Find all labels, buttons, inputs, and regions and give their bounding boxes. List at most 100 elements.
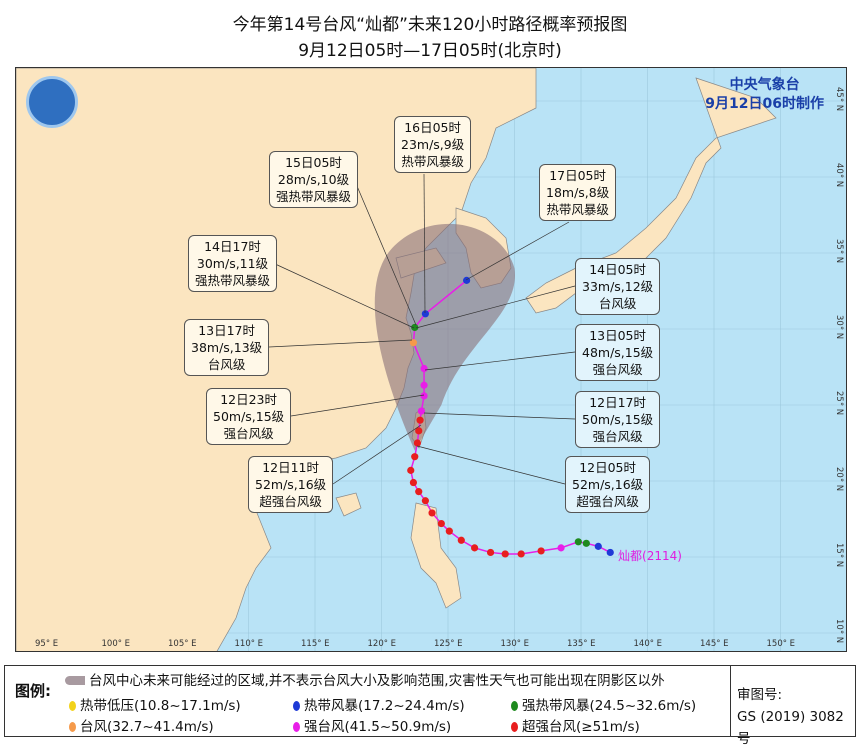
label-level: 台风级: [598, 296, 637, 311]
forecast-label: 13日05时 48m/s,15级 强台风级: [575, 324, 661, 381]
track-point-super: [501, 550, 509, 558]
lon-tick: 135° E: [567, 639, 596, 649]
lat-tick: 20° N: [834, 467, 844, 492]
track-point-super: [428, 509, 436, 517]
typhoon-symbol-icon: [293, 701, 300, 711]
label-wind: 30m/s,11级: [196, 256, 269, 271]
track-point-super: [416, 416, 424, 424]
lon-tick: 120° E: [367, 639, 397, 649]
track-point-ts: [606, 548, 614, 557]
typhoon-symbol-icon: [69, 701, 76, 711]
track-point-sty: [420, 364, 428, 373]
lon-tick: 145° E: [700, 639, 729, 649]
track-point-super: [445, 527, 453, 535]
label-time: 13日17时: [198, 323, 255, 338]
forecast-label: 16日05时 23m/s,9级 热带风暴级: [394, 116, 472, 173]
track-point-super: [409, 478, 418, 487]
legend-title: 图例:: [15, 682, 51, 700]
track-point-ts: [594, 542, 602, 550]
track-point-super: [421, 497, 429, 505]
leader-line: [353, 178, 417, 326]
lat-tick: 25° N: [834, 391, 844, 416]
cone-icon: [65, 676, 85, 685]
leader-line: [423, 412, 576, 420]
leader-line: [416, 445, 566, 485]
track-point-super: [471, 544, 479, 552]
label-level: 热带风暴级: [401, 154, 464, 169]
label-level: 强台风级: [223, 426, 274, 441]
label-level: 强台风级: [592, 429, 643, 444]
typhoon-map: 95° E 100° E 105° E 110° E 115° E 120° E 125° …: [15, 67, 847, 652]
japan: [525, 77, 777, 314]
track-point-sts: [411, 323, 419, 332]
legend-item: 强台风(41.5~50.9m/s): [293, 715, 451, 735]
typhoon-name: 灿都(2114): [618, 549, 682, 563]
leader-line: [332, 424, 422, 485]
lon-tick: 140° E: [633, 639, 663, 649]
label-level: 强热带风暴级: [276, 189, 352, 204]
hainan: [335, 492, 362, 517]
forecast-label: 14日05时 33m/s,12级 台风级: [575, 258, 661, 315]
track-point-sty: [417, 407, 425, 415]
forecast-label: 12日05时 52m/s,16级 超强台风级: [565, 456, 651, 513]
cma-logo: [26, 76, 78, 128]
track-point-super: [413, 439, 422, 447]
lon-tick: 115° E: [301, 639, 330, 649]
lon-tick: 95° E: [35, 639, 59, 649]
label-wind: 28m/s,10级: [277, 172, 350, 187]
track-point-sty: [557, 544, 565, 552]
legend-item: 热带风暴(17.2~24.4m/s): [293, 694, 465, 714]
leader-line: [423, 173, 426, 314]
label-time: 16日05时: [404, 120, 462, 135]
lon-tick: 110° E: [234, 639, 264, 649]
leader-line: [290, 394, 425, 417]
label-time: 15日05时: [285, 155, 342, 170]
track-point-ts: [421, 310, 429, 318]
track-point-sts: [574, 538, 582, 546]
map-title: 今年第14号台风“灿都”未来120小时路径概率预报图: [232, 15, 628, 35]
lon-tick: 105° E: [168, 639, 197, 649]
track-point-super: [407, 466, 415, 474]
legend-item: 强热带风暴(24.5~32.6m/s): [511, 694, 696, 714]
leader-line: [272, 262, 415, 329]
track-point-super: [437, 519, 445, 528]
track-point-super: [486, 548, 495, 557]
lat-tick: 10° N: [834, 619, 844, 644]
lat-tick: 35° N: [834, 239, 844, 264]
label-leader-lines: [268, 173, 576, 485]
label-level: 强台风级: [592, 362, 643, 377]
label-time: 13日05时: [589, 328, 646, 343]
label-wind: 50m/s,15级: [582, 412, 654, 427]
leader-line: [424, 351, 576, 371]
legend: 图例: 台风中心未来可能经过的区域,并不表示台风大小及影响范围,灾害性天气也可能…: [4, 665, 857, 747]
track-point-sts: [582, 539, 590, 547]
lat-tick: 45° N: [834, 87, 844, 112]
review-number: 审图号: GS (2019) 3082号: [730, 666, 857, 747]
label-wind: 23m/s,9级: [401, 137, 465, 152]
track-point-super: [517, 550, 525, 558]
label-wind: 52m/s,16级: [255, 477, 327, 492]
legend-item: 超强台风(≥51m/s): [511, 715, 640, 735]
legend-cone: 台风中心未来可能经过的区域,并不表示台风大小及影响范围,灾害性天气也可能出现在阴…: [65, 669, 665, 689]
forecast-label: 13日17时 38m/s,13级 台风级: [184, 319, 270, 376]
track-point-super: [537, 547, 545, 555]
label-time: 12日23时: [220, 392, 277, 407]
label-time: 12日11时: [262, 460, 319, 475]
typhoon-track: [407, 276, 614, 558]
lat-tick: 30° N: [834, 315, 844, 340]
forecast-label: 12日17时 50m/s,15级 强台风级: [575, 391, 661, 448]
label-wind: 33m/s,12级: [582, 279, 654, 294]
label-time: 14日05时: [589, 262, 646, 277]
lon-tick: 125° E: [434, 639, 463, 649]
track-point-super: [415, 427, 423, 435]
typhoon-symbol-icon: [69, 722, 76, 732]
legend-item: 热带低压(10.8~17.1m/s): [69, 694, 241, 714]
label-wind: 18m/s,8级: [546, 185, 610, 200]
label-level: 台风级: [207, 357, 246, 372]
forecast-label: 12日23时 50m/s,15级 强台风级: [206, 388, 292, 445]
track-point-super: [411, 453, 419, 461]
track-point-super: [457, 536, 465, 544]
map-subtitle: 9月12日05时—17日05时(北京时): [298, 41, 562, 61]
track-point-super: [415, 488, 423, 496]
lat-tick: 15° N: [834, 543, 844, 568]
